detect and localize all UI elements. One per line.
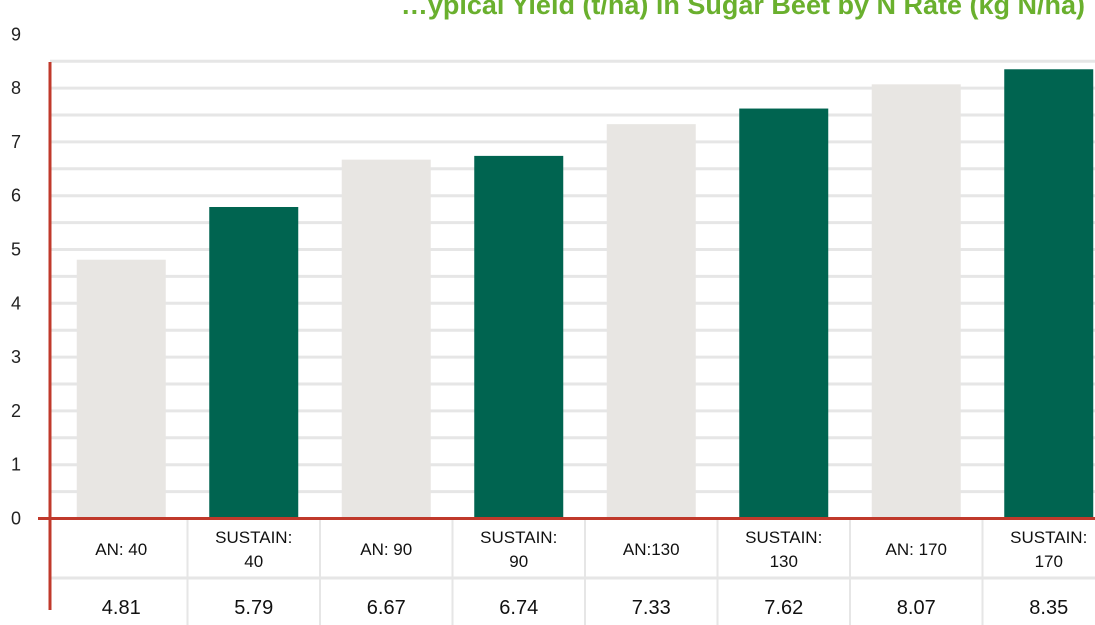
data-label: 6.67 xyxy=(367,597,406,619)
category-label: AN: 90 xyxy=(360,540,412,559)
y-tick-label: 6 xyxy=(11,186,21,206)
bar xyxy=(871,84,961,519)
axes xyxy=(38,62,1095,610)
category-label: AN: 170 xyxy=(886,540,947,559)
y-tick-label: 9 xyxy=(11,24,21,44)
category-label: SUSTAIN: 40 xyxy=(215,528,292,571)
data-table: AN: 40 4.81 SUSTAIN: 40 5.79 AN: 90 6.67 SUSTAI… xyxy=(50,518,1095,625)
category-label: AN: 40 xyxy=(95,540,147,559)
y-tick-label: 3 xyxy=(11,347,21,367)
category-label: SUSTAIN: 170 xyxy=(1010,528,1087,571)
category-label: SUSTAIN: 90 xyxy=(480,528,557,571)
bars xyxy=(76,69,1094,519)
bar xyxy=(209,206,299,519)
y-tick-label: 8 xyxy=(11,78,21,98)
data-label: 5.79 xyxy=(234,597,273,619)
y-tick-label: 7 xyxy=(11,132,21,152)
bar xyxy=(76,259,166,519)
data-label: 7.33 xyxy=(632,597,671,619)
y-axis-ticks: 0 1 2 3 4 5 6 7 8 9 xyxy=(11,24,21,528)
category-label: AN:130 xyxy=(623,540,680,559)
chart-title: …ypical Yield (t/ha) in Sugar Beet by N … xyxy=(401,0,1085,20)
y-tick-label: 4 xyxy=(11,293,21,313)
bar xyxy=(739,108,829,519)
category-label: SUSTAIN: 130 xyxy=(745,528,822,571)
data-label: 6.74 xyxy=(499,597,538,619)
y-tick-label: 5 xyxy=(11,240,21,260)
y-tick-label: 2 xyxy=(11,401,21,421)
bar xyxy=(1004,69,1094,519)
data-label: 4.81 xyxy=(102,597,141,619)
y-tick-label: 1 xyxy=(11,455,21,475)
y-tick-label: 0 xyxy=(11,509,21,529)
data-label: 7.62 xyxy=(764,597,803,619)
bar xyxy=(474,155,564,519)
bar xyxy=(341,159,431,519)
data-label: 8.07 xyxy=(897,597,936,619)
data-label: 8.35 xyxy=(1029,597,1068,619)
bar xyxy=(606,124,696,519)
